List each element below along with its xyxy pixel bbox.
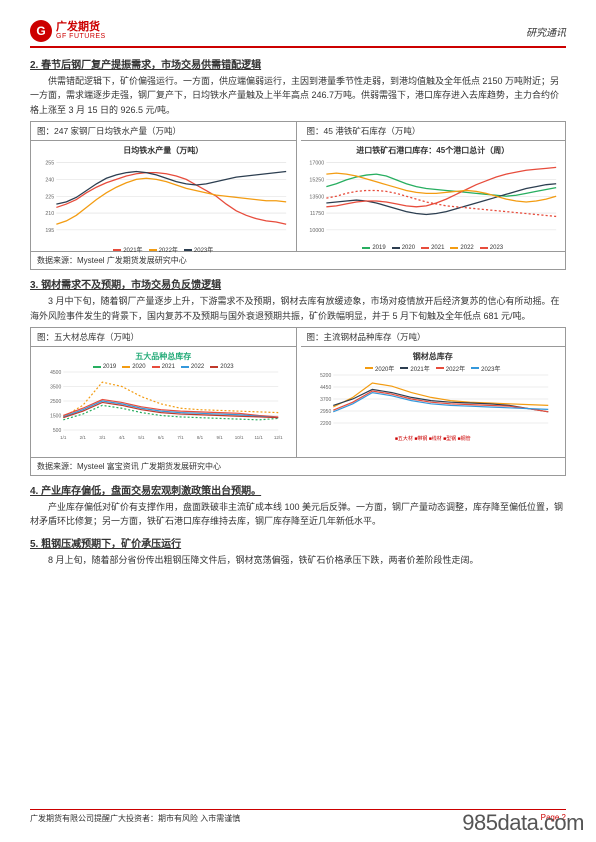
svg-text:1500: 1500 xyxy=(50,413,61,419)
section4-title: 4. 产业库存偏低，盘面交易宏观刺激政策出台预期。 xyxy=(30,482,566,497)
svg-text:500: 500 xyxy=(53,428,62,434)
svg-text:1/1: 1/1 xyxy=(60,435,67,440)
svg-text:4/1: 4/1 xyxy=(119,435,126,440)
svg-text:240: 240 xyxy=(45,178,54,184)
chart1-right-title: 进口铁矿石港口库存：45个港口总计（周） xyxy=(305,145,562,156)
chart2-right: 图：主流钢材品种库存（万吨） 钢材总库存 2020年2021年2022年2023… xyxy=(301,328,566,457)
svg-text:13500: 13500 xyxy=(309,195,324,201)
svg-text:5200: 5200 xyxy=(320,373,331,379)
svg-text:7/1: 7/1 xyxy=(177,435,184,440)
svg-text:3700: 3700 xyxy=(320,397,331,403)
svg-text:225: 225 xyxy=(45,195,54,201)
svg-text:4450: 4450 xyxy=(320,385,331,391)
logo: G 广发期货 GF FUTURES xyxy=(30,20,106,42)
section3-para: 3 月中下旬，随着钢厂产量逐步上升，下游需求不及预期，钢材去库有放缓迹象，市场对… xyxy=(30,294,566,323)
svg-text:11750: 11750 xyxy=(309,211,323,217)
chart2-right-sublegend: ■五大材 ■带钢 ■线材 ■型钢 ■钢管 xyxy=(305,435,562,442)
chart1-left-title: 日均铁水产量（万吨） xyxy=(35,145,292,156)
chart1-left: 图：247 家钢厂日均铁水产量（万吨） 日均铁水产量（万吨） 255 240 225… xyxy=(31,122,297,251)
svg-text:15250: 15250 xyxy=(309,178,324,184)
svg-text:195: 195 xyxy=(45,228,54,234)
svg-text:11/1: 11/1 xyxy=(254,435,263,440)
svg-text:5/1: 5/1 xyxy=(138,435,145,440)
section5-para: 8 月上旬，随着部分省份传出粗钢压降文件后，钢材宽荡偏强，铁矿石价格承压下跌，两… xyxy=(30,553,566,567)
svg-text:2500: 2500 xyxy=(50,399,61,405)
chart1-right-svg: 17000 15250 13500 11750 10000 xyxy=(305,158,562,243)
chart1-right: 图：45 港铁矿石库存（万吨） 进口铁矿石港口库存：45个港口总计（周） 170… xyxy=(301,122,566,251)
chart2-right-legend: 2020年2021年2022年2023年 xyxy=(305,364,562,373)
section2-para: 供需错配逻辑下，矿价偏强运行。一方面，供应端偏弱运行，主因到港量季节性走弱，到港… xyxy=(30,74,566,117)
svg-text:255: 255 xyxy=(45,161,54,167)
chart-row-1: 图：247 家钢厂日均铁水产量（万吨） 日均铁水产量（万吨） 255 240 225… xyxy=(30,121,566,252)
chart2-left: 图：五大材总库存（万吨） 五大品种总库存 2019202020212022202… xyxy=(31,328,297,457)
charts2-source: 数据来源：Mysteel 富宝资讯 广发期货发展研究中心 xyxy=(30,458,566,476)
section4-para: 产业库存偏低对矿价有支撑作用，盘面跌破非主流矿成本线 100 美元后反弹。一方面… xyxy=(30,500,566,529)
chart2-left-title: 五大品种总库存 xyxy=(35,351,292,362)
section2-title: 2. 春节后钢厂复产提振需求，市场交易供需错配逻辑 xyxy=(30,56,566,71)
page-header: G 广发期货 GF FUTURES 研究通讯 xyxy=(30,20,566,48)
logo-cn: 广发期货 xyxy=(56,22,106,33)
svg-text:6/1: 6/1 xyxy=(158,435,165,440)
svg-text:210: 210 xyxy=(45,211,54,217)
svg-text:2950: 2950 xyxy=(320,409,331,415)
chart2-right-title: 钢材总库存 xyxy=(305,351,562,362)
svg-text:2200: 2200 xyxy=(320,421,331,427)
svg-text:3500: 3500 xyxy=(50,384,61,390)
chart1-right-legend: 20192020202120222023 xyxy=(305,245,562,251)
svg-text:8/1: 8/1 xyxy=(197,435,204,440)
section3-title: 3. 钢材需求不及预期，市场交易负反馈逻辑 xyxy=(30,276,566,291)
watermark: 985data.com xyxy=(462,810,584,836)
chart2-right-label: 图：主流钢材品种库存（万吨） xyxy=(301,328,566,347)
svg-text:12/1: 12/1 xyxy=(274,435,283,440)
chart2-left-svg: 4500 3500 2500 1500 5001/1 2/1 3/1 4/1 5/1 6/1 7/1… xyxy=(35,370,292,440)
chart1-left-label: 图：247 家钢厂日均铁水产量（万吨） xyxy=(31,122,296,141)
chart2-right-svg: 5200 4450 3700 2950 2200 xyxy=(305,373,562,433)
logo-text: 广发期货 GF FUTURES xyxy=(56,22,106,40)
footer-disclaimer: 广发期货有限公司提醒广大投资者：期市有风险 入市需谨慎 xyxy=(30,813,240,824)
chart1-left-svg: 255 240 225 210 195 xyxy=(35,158,292,243)
chart-row-2: 图：五大材总库存（万吨） 五大品种总库存 2019202020212022202… xyxy=(30,327,566,458)
charts1-source: 数据来源：Mysteel 广发期货发展研究中心 xyxy=(30,252,566,270)
chart1-left-legend: 2021年2022年2023年 xyxy=(35,245,292,254)
svg-text:2/1: 2/1 xyxy=(80,435,87,440)
header-category: 研究通讯 xyxy=(526,24,566,39)
chart1-right-label: 图：45 港铁矿石库存（万吨） xyxy=(301,122,566,141)
svg-text:4500: 4500 xyxy=(50,370,61,376)
svg-text:3/1: 3/1 xyxy=(99,435,106,440)
svg-text:10000: 10000 xyxy=(309,228,324,234)
logo-icon: G xyxy=(30,20,52,42)
svg-text:9/1: 9/1 xyxy=(216,435,223,440)
section5-title: 5. 粗钢压减预期下，矿价承压运行 xyxy=(30,535,566,550)
logo-en: GF FUTURES xyxy=(56,33,106,40)
svg-text:17000: 17000 xyxy=(309,161,324,167)
chart2-left-label: 图：五大材总库存（万吨） xyxy=(31,328,296,347)
svg-text:10/1: 10/1 xyxy=(235,435,244,440)
